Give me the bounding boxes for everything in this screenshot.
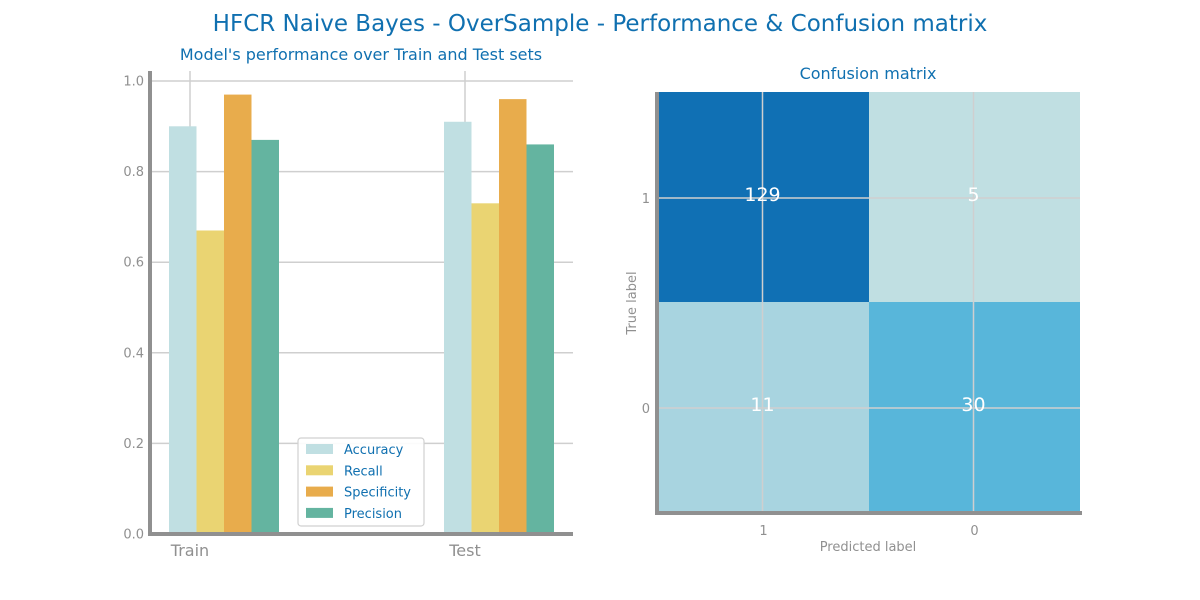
bar-accuracy-train	[169, 126, 197, 535]
cm-cell-value: 5	[967, 184, 979, 206]
bar-x-tick-label: Train	[170, 541, 209, 560]
bar-accuracy-test	[444, 121, 472, 535]
cm-cell-labels: 129 5 11 30	[744, 184, 985, 416]
legend-label-specificity: Specificity	[344, 486, 411, 501]
bar-y-tick-label: 0.6	[123, 256, 144, 271]
bar-y-tick-label: 1.0	[123, 75, 144, 90]
bar-specificity-train	[224, 94, 252, 534]
bar-legend: Accuracy Recall Specificity Precision	[297, 437, 425, 527]
cm-cell-0-1	[869, 92, 1080, 302]
bar-y-tick-label: 0.8	[123, 165, 144, 180]
bar-x-ticks: Train Test	[170, 541, 481, 560]
bar-y-tick-label: 0.0	[123, 528, 144, 543]
confusion-matrix-title: Confusion matrix	[800, 64, 937, 83]
bar-marks	[169, 94, 554, 535]
cm-y-tick-label: 1	[642, 192, 650, 207]
legend-swatch-recall	[306, 465, 333, 476]
legend-swatch-accuracy	[306, 444, 333, 454]
performance-chart: Model's performance over Train and Test …	[123, 45, 573, 560]
bar-recall-test	[471, 203, 499, 534]
cm-cell-1-1	[869, 302, 1080, 512]
legend-label-recall: Recall	[344, 464, 383, 479]
figure-title: HFCR Naive Bayes - OverSample - Performa…	[213, 11, 988, 37]
bar-legend-frame	[297, 437, 425, 527]
bar-recall-train	[196, 230, 224, 535]
cm-cell-value: 11	[750, 394, 774, 416]
bar-y-tick-label: 0.4	[123, 346, 144, 361]
legend-label-precision: Precision	[344, 507, 402, 522]
legend-label-accuracy: Accuracy	[344, 443, 404, 458]
cm-x-tick-label: 1	[759, 524, 767, 539]
bar-axes	[148, 71, 573, 536]
performance-chart-title: Model's performance over Train and Test …	[180, 45, 542, 64]
legend-swatch-specificity	[306, 486, 333, 497]
cm-x-tick-label: 0	[970, 524, 978, 539]
bar-x-tick-label: Test	[448, 541, 481, 560]
bar-precision-test	[526, 144, 554, 535]
cm-cell-1-0	[658, 302, 869, 512]
cm-y-axis-label: True label	[625, 271, 640, 335]
cm-cell-0-0	[658, 92, 869, 302]
cm-cell-value: 30	[961, 394, 985, 416]
cm-axes	[655, 92, 1082, 515]
bar-y-tick-label: 0.2	[123, 437, 144, 452]
cm-x-axis-label: Predicted label	[820, 540, 917, 555]
bar-specificity-test	[499, 99, 527, 535]
cm-cell-value: 129	[744, 184, 780, 206]
bar-precision-train	[251, 139, 279, 534]
cm-cells	[658, 92, 1080, 512]
cm-gridlines	[658, 92, 1080, 512]
cm-y-tick-label: 0	[642, 402, 650, 417]
bar-y-ticks: 0.0 0.2 0.4 0.6 0.8 1.0	[123, 75, 144, 543]
legend-swatch-precision	[306, 507, 333, 518]
